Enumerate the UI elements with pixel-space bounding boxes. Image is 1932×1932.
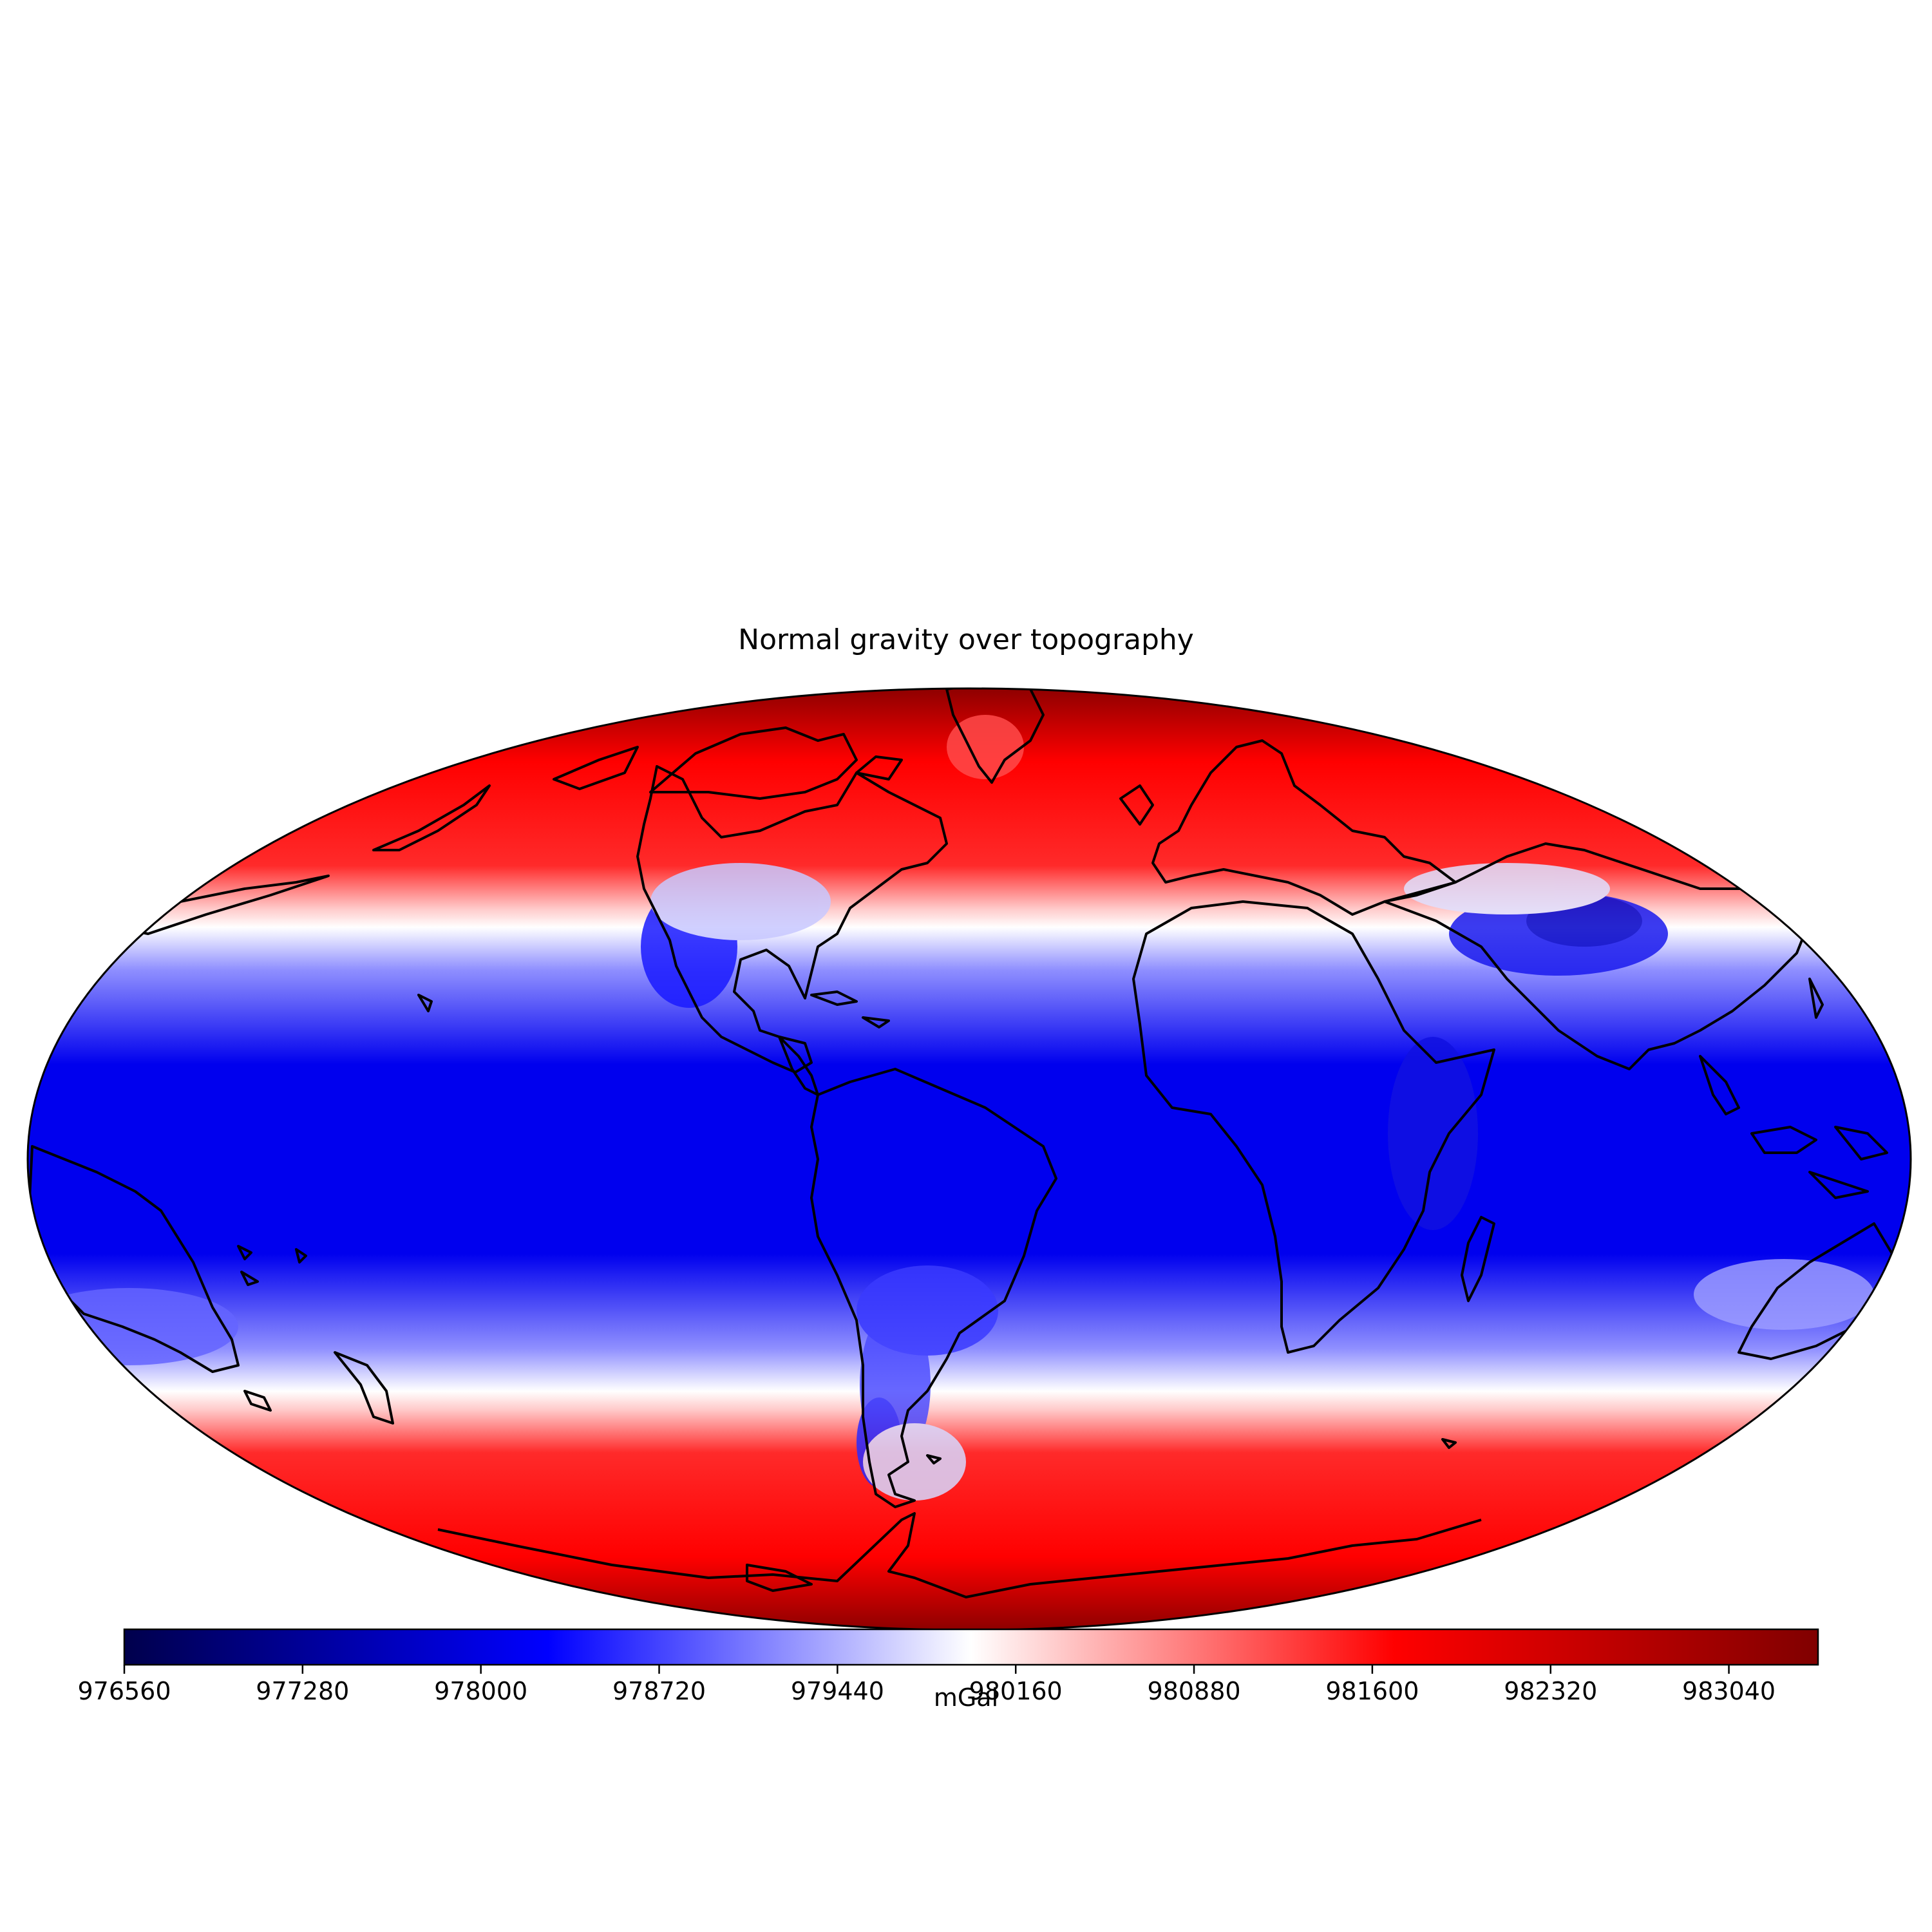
colorbar: [123, 1628, 1819, 1674]
colorbar-tick-label: 980880: [1147, 1677, 1241, 1705]
gravity-field: [28, 688, 1911, 1630]
colorbar-ticks: [123, 1665, 1730, 1674]
map-title: Normal gravity over topography: [738, 623, 1194, 656]
colorbar-ramp: [123, 1628, 1819, 1666]
colorbar-tick-label: 983040: [1682, 1677, 1776, 1705]
colorbar-tick-label: 978720: [612, 1677, 706, 1705]
highland-anomalies: [28, 715, 1874, 1501]
colorbar-tick-label: 977280: [256, 1677, 350, 1705]
colorbar-label: mGal: [933, 1683, 999, 1712]
colorbar-tick-label: 980160: [969, 1677, 1063, 1705]
colorbar-tick-label: 976560: [77, 1677, 171, 1705]
colorbar-tick-label: 979440: [790, 1677, 884, 1705]
colorbar-tick-label: 982320: [1504, 1677, 1598, 1705]
colorbar-tick-label: 978000: [434, 1677, 528, 1705]
colorbar-tick-label: 981600: [1325, 1677, 1419, 1705]
